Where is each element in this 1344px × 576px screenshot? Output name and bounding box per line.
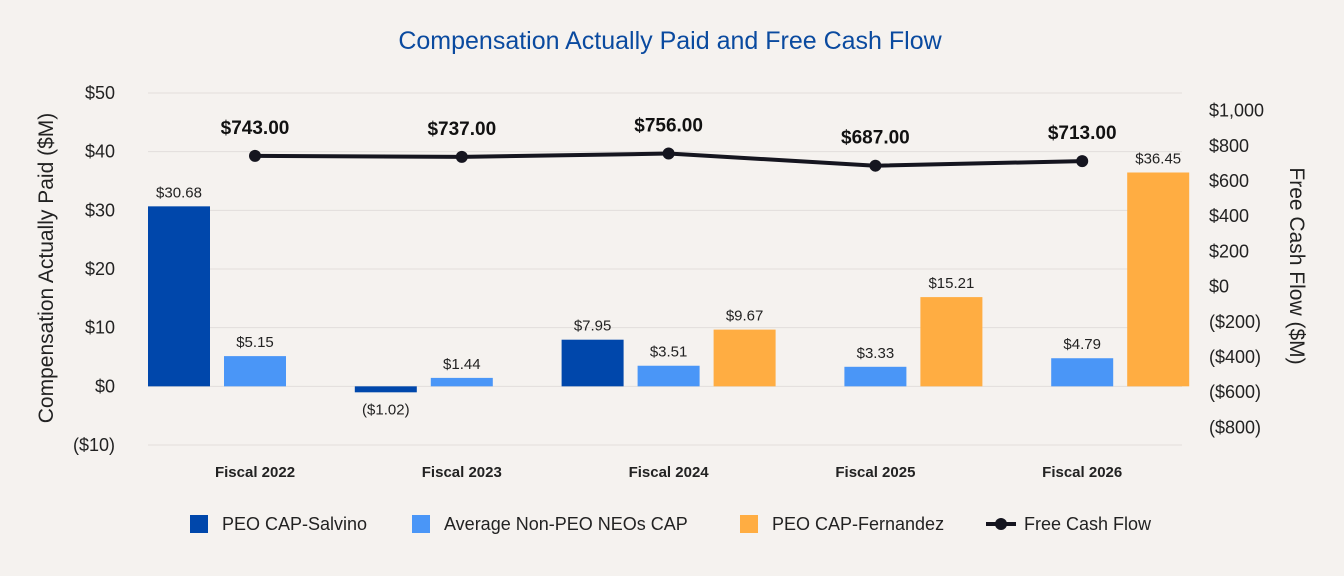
line-value-label: $737.00 [427, 119, 496, 140]
line-point [455, 150, 468, 163]
line-point [1076, 155, 1089, 168]
y2-tick-label: $1,000 [1209, 101, 1264, 121]
y2-axis-title: Free Cash Flow ($M) [1285, 167, 1308, 364]
y-tick-label: $10 [85, 318, 115, 338]
bar-peo-cap-salvino [561, 339, 624, 387]
y2-tick-label: $200 [1209, 241, 1249, 261]
bar-peo-cap-salvino [148, 206, 210, 387]
bar-value-label: $4.79 [1063, 336, 1101, 353]
x-tick-label: Fiscal 2025 [835, 464, 915, 481]
y-axis-title: Compensation Actually Paid ($M) [35, 113, 58, 423]
line-point [249, 149, 261, 162]
line-point [662, 147, 675, 160]
x-tick-label: Fiscal 2024 [629, 464, 710, 481]
legend-swatch [740, 515, 758, 533]
bar-value-label: $3.33 [857, 345, 895, 362]
bar-peo-cap-salvino [354, 386, 417, 393]
x-tick-label: Fiscal 2022 [215, 464, 295, 481]
bar-value-label: $7.95 [574, 318, 612, 335]
y2-tick-label: $0 [1209, 277, 1229, 297]
y2-tick-label: $400 [1209, 206, 1249, 226]
line-point [869, 159, 882, 172]
x-tick-label: Fiscal 2026 [1042, 464, 1122, 481]
y2-tick-label: ($600) [1209, 382, 1261, 402]
chart-title: Compensation Actually Paid and Free Cash… [398, 27, 942, 55]
bar-peo-cap-fernandez [1127, 172, 1190, 387]
bar-average-non-peo-neos-cap [1051, 358, 1114, 387]
legend-swatch [412, 515, 430, 533]
legend-label: Free Cash Flow [1024, 514, 1152, 534]
bar-average-non-peo-neos-cap [844, 366, 907, 387]
bar-value-label: $30.68 [156, 184, 202, 201]
line-value-label: $743.00 [221, 118, 290, 139]
legend-label: Average Non-PEO NEOs CAP [444, 514, 688, 534]
bar-peo-cap-fernandez [713, 329, 776, 387]
y2-tick-label: ($200) [1209, 312, 1261, 332]
y2-tick-label: $600 [1209, 171, 1249, 191]
bar-value-label: ($1.02) [362, 401, 410, 418]
legend-swatch [190, 515, 208, 533]
y2-tick-label: $800 [1209, 136, 1249, 156]
bar-peo-cap-fernandez [920, 297, 983, 387]
bar-value-label: $36.45 [1135, 150, 1181, 167]
y-tick-label: $50 [85, 83, 115, 103]
y-tick-label: $20 [85, 259, 115, 279]
y-tick-label: ($10) [73, 435, 115, 455]
line-value-label: $713.00 [1048, 123, 1117, 144]
bar-value-label: $15.21 [928, 275, 974, 292]
bar-average-non-peo-neos-cap [637, 365, 700, 387]
bar-average-non-peo-neos-cap [224, 356, 286, 387]
line-value-label: $687.00 [841, 128, 910, 149]
y-tick-label: $40 [85, 142, 115, 162]
x-tick-label: Fiscal 2023 [422, 464, 502, 481]
legend-label: PEO CAP-Fernandez [772, 514, 944, 534]
bar-value-label: $9.67 [726, 308, 764, 325]
bar-average-non-peo-neos-cap [430, 377, 493, 387]
y2-tick-label: ($400) [1209, 347, 1261, 367]
bar-value-label: $1.44 [443, 356, 481, 373]
legend-label: PEO CAP-Salvino [222, 514, 367, 534]
bar-value-label: $3.51 [650, 344, 688, 361]
bar-value-label: $5.15 [236, 334, 274, 351]
y-tick-label: $30 [85, 200, 115, 220]
y-tick-label: $0 [95, 376, 115, 396]
line-value-label: $756.00 [634, 116, 703, 137]
legend-marker-icon [995, 518, 1007, 530]
y2-tick-label: ($800) [1209, 417, 1261, 437]
